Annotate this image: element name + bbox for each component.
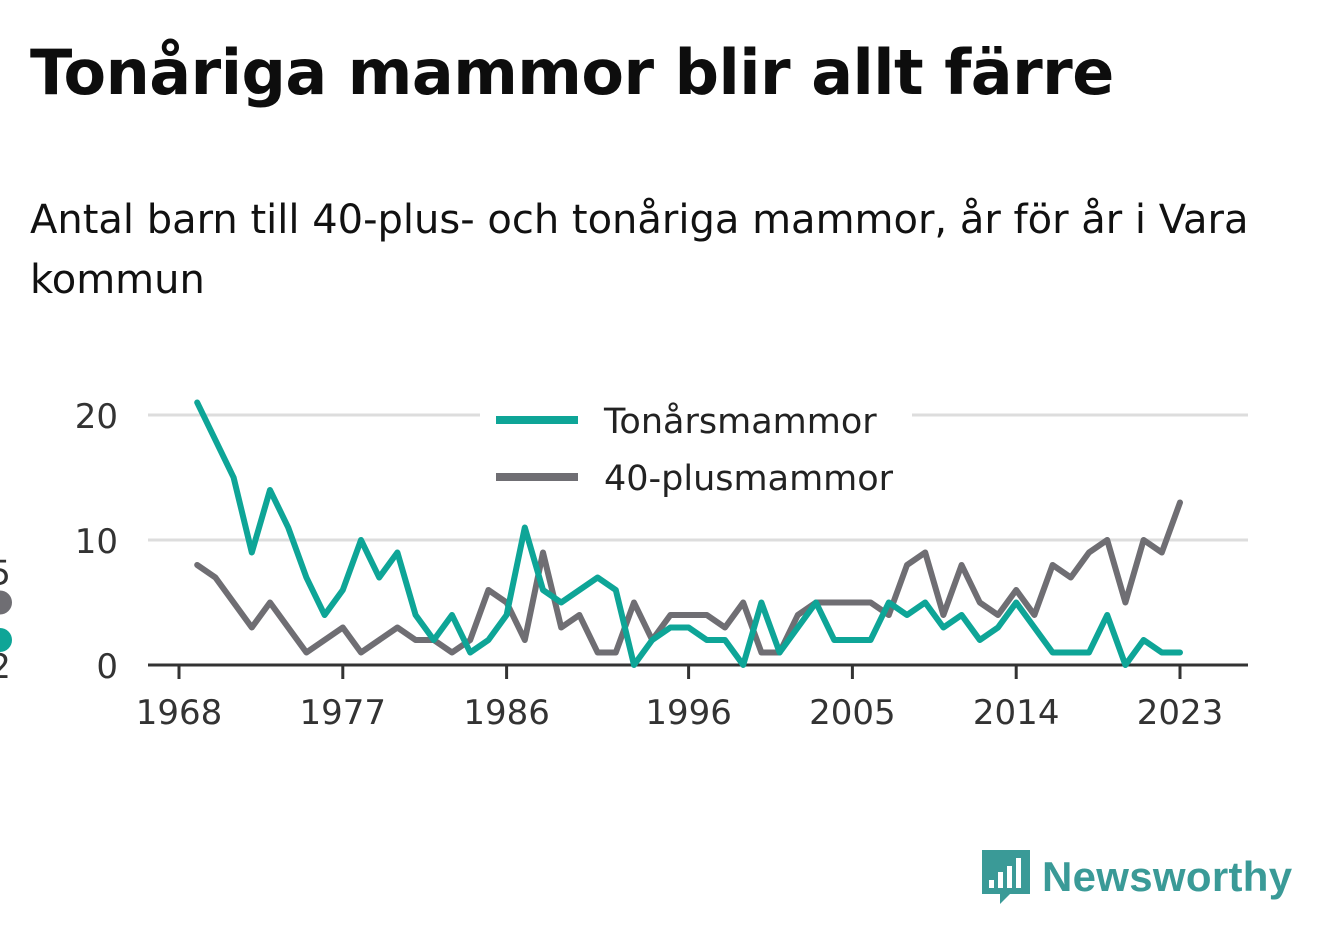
end-label-Tonårsmammor: 2 <box>0 647 11 687</box>
brand-name: Newsworthy <box>1042 853 1293 900</box>
x-tick-label: 1968 <box>136 693 223 733</box>
legend-label-40-plusmammor: 40-plusmammor <box>604 459 894 499</box>
brand-logo: Newsworthy <box>980 848 1292 906</box>
x-tick-label: 1977 <box>300 693 387 733</box>
x-tick-label: 2005 <box>809 693 896 733</box>
grid-layer <box>148 413 1248 679</box>
legend: Tonårsmammor 40-plusmammor <box>480 392 912 512</box>
labels-layer: 0 10 20 1968 1977 1986 1996 2005 2014 2023 2 5 <box>0 397 1223 733</box>
end-label-40-plusmammor: 5 <box>0 554 11 594</box>
legend-background <box>480 392 912 512</box>
x-tick-label: 1986 <box>463 693 550 733</box>
x-tick-label: 2014 <box>973 693 1060 733</box>
chart-subtitle: Antal barn till 40-plus- och tonåriga ma… <box>30 197 1249 303</box>
end-point-Tonårsmammor <box>0 628 12 652</box>
legend-label-Tonårsmammor: Tonårsmammor <box>603 401 877 442</box>
lines-layer <box>0 399 1183 668</box>
x-tick-label: 1996 <box>645 693 732 733</box>
chart-title: Tonåriga mammor blir allt färre <box>30 36 1114 109</box>
y-tick-label: 0 <box>96 647 118 687</box>
x-tick-label: 2023 <box>1137 693 1224 733</box>
bar-chart-speech-bubble-icon <box>982 850 1030 904</box>
y-tick-label: 20 <box>75 397 118 437</box>
series-line-40-plusmammor <box>194 499 1183 656</box>
end-point-40-plusmammor <box>0 590 12 615</box>
series-line-Tonårsmammor <box>194 399 1183 668</box>
y-tick-label: 10 <box>75 522 118 562</box>
